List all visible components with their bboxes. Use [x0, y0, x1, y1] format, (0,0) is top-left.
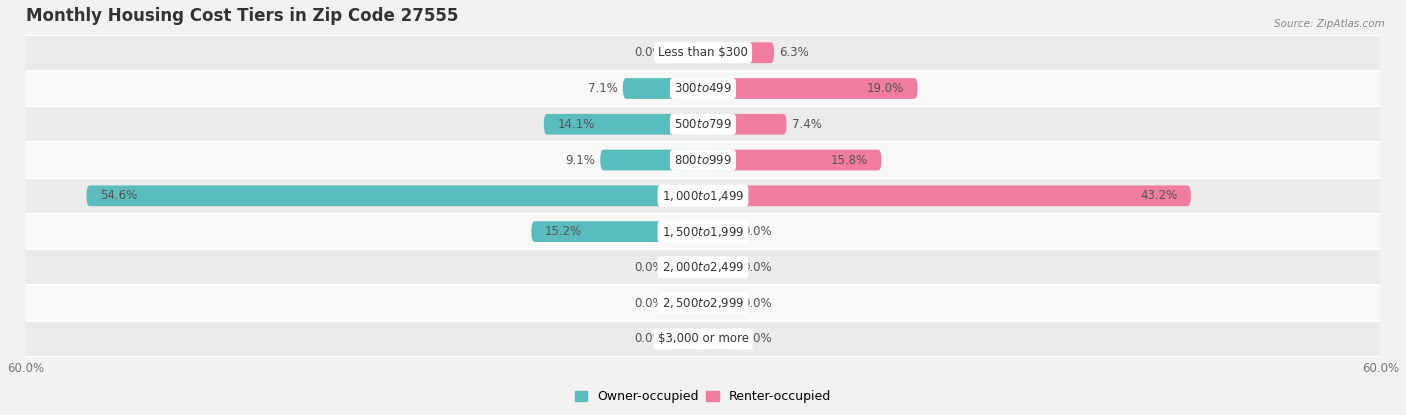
- Text: $1,000 to $1,499: $1,000 to $1,499: [662, 189, 744, 203]
- FancyBboxPatch shape: [531, 221, 703, 242]
- Text: $2,000 to $2,499: $2,000 to $2,499: [662, 260, 744, 274]
- Text: 54.6%: 54.6%: [100, 189, 138, 202]
- Text: $1,500 to $1,999: $1,500 to $1,999: [662, 225, 744, 239]
- FancyBboxPatch shape: [703, 150, 882, 171]
- FancyBboxPatch shape: [703, 186, 1191, 206]
- Text: 14.1%: 14.1%: [557, 118, 595, 131]
- FancyBboxPatch shape: [25, 285, 1381, 321]
- Text: 15.2%: 15.2%: [546, 225, 582, 238]
- Text: Source: ZipAtlas.com: Source: ZipAtlas.com: [1274, 19, 1385, 29]
- Text: 0.0%: 0.0%: [742, 225, 772, 238]
- FancyBboxPatch shape: [600, 150, 703, 171]
- Text: $800 to $999: $800 to $999: [673, 154, 733, 166]
- FancyBboxPatch shape: [25, 249, 1381, 285]
- FancyBboxPatch shape: [25, 71, 1381, 106]
- Text: 6.3%: 6.3%: [779, 46, 810, 59]
- FancyBboxPatch shape: [703, 293, 737, 313]
- Text: 7.1%: 7.1%: [588, 82, 617, 95]
- Text: $2,500 to $2,999: $2,500 to $2,999: [662, 296, 744, 310]
- FancyBboxPatch shape: [25, 178, 1381, 214]
- FancyBboxPatch shape: [703, 329, 737, 349]
- Text: 0.0%: 0.0%: [742, 261, 772, 274]
- FancyBboxPatch shape: [703, 221, 737, 242]
- Legend: Owner-occupied, Renter-occupied: Owner-occupied, Renter-occupied: [569, 386, 837, 408]
- FancyBboxPatch shape: [25, 321, 1381, 357]
- FancyBboxPatch shape: [25, 142, 1381, 178]
- FancyBboxPatch shape: [544, 114, 703, 134]
- FancyBboxPatch shape: [25, 106, 1381, 142]
- Text: 15.8%: 15.8%: [831, 154, 868, 166]
- Text: 0.0%: 0.0%: [634, 261, 664, 274]
- FancyBboxPatch shape: [703, 42, 775, 63]
- Text: 0.0%: 0.0%: [634, 46, 664, 59]
- FancyBboxPatch shape: [703, 78, 918, 99]
- Text: 0.0%: 0.0%: [634, 297, 664, 310]
- FancyBboxPatch shape: [87, 186, 703, 206]
- Text: 0.0%: 0.0%: [742, 297, 772, 310]
- FancyBboxPatch shape: [669, 42, 703, 63]
- Text: Less than $300: Less than $300: [658, 46, 748, 59]
- FancyBboxPatch shape: [703, 257, 737, 278]
- FancyBboxPatch shape: [623, 78, 703, 99]
- Text: Monthly Housing Cost Tiers in Zip Code 27555: Monthly Housing Cost Tiers in Zip Code 2…: [25, 7, 458, 25]
- Text: 0.0%: 0.0%: [634, 332, 664, 345]
- FancyBboxPatch shape: [25, 214, 1381, 249]
- Text: 7.4%: 7.4%: [792, 118, 823, 131]
- Text: $500 to $799: $500 to $799: [673, 118, 733, 131]
- FancyBboxPatch shape: [669, 329, 703, 349]
- Text: 9.1%: 9.1%: [565, 154, 595, 166]
- Text: 43.2%: 43.2%: [1140, 189, 1177, 202]
- Text: $3,000 or more: $3,000 or more: [658, 332, 748, 345]
- FancyBboxPatch shape: [669, 257, 703, 278]
- Text: $300 to $499: $300 to $499: [673, 82, 733, 95]
- FancyBboxPatch shape: [669, 293, 703, 313]
- FancyBboxPatch shape: [703, 114, 786, 134]
- Text: 19.0%: 19.0%: [866, 82, 904, 95]
- Text: 0.0%: 0.0%: [742, 332, 772, 345]
- FancyBboxPatch shape: [25, 35, 1381, 71]
